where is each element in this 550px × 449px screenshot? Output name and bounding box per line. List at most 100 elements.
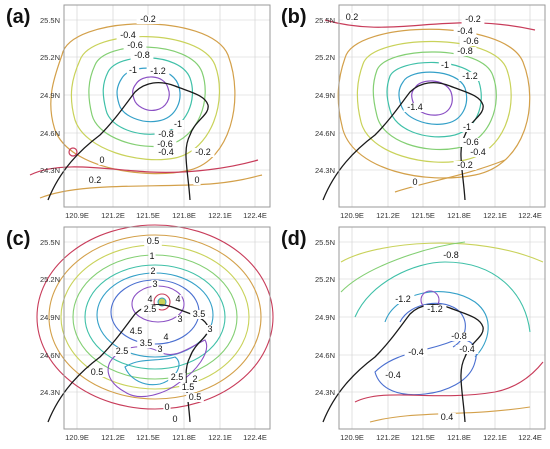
lon-tick-label: 121.8E <box>447 433 471 442</box>
contour-label: 3 <box>207 324 212 334</box>
contour-label-bg <box>179 383 197 392</box>
contour-line <box>394 159 506 193</box>
lon-tick-label: 121.5E <box>136 433 160 442</box>
contour-label-bg <box>191 148 215 157</box>
contour-line <box>153 293 171 311</box>
contour-line <box>50 23 236 175</box>
lat-tick-label: 25.5N <box>40 16 60 25</box>
contour-label-bg <box>176 315 184 324</box>
contour-label: 1.5 <box>182 382 195 392</box>
grid <box>339 5 545 207</box>
contour-label: -1 <box>463 122 471 132</box>
lon-tick-label: 122.1E <box>483 433 507 442</box>
lon-tick-label: 121.8E <box>172 211 196 220</box>
contour-label: 3.5 <box>140 338 153 348</box>
map-a: -0.2-0.4-0.6-0.8-1 -1.2-1-0.8-0.6-0.4 -0.2… <box>29 4 271 220</box>
lon-tick-label: 122.1E <box>483 211 507 220</box>
panel-c: (c) 0.5 1 2 3 4 4 3.5 2.5 3 3 4.5 3.5 4 2.5 3 2 0.5 2.5 1.… <box>0 222 275 444</box>
contour-label: -0.8 <box>457 46 473 56</box>
contour-label-bg <box>343 13 361 22</box>
map-b: 0.2 -0.2-0.4-0.6-0.8-1-1.2-1.4-1-0.6-0.4-… <box>315 4 546 220</box>
lat-tick-label: 24.6N <box>315 129 335 138</box>
contour-label: 3.5 <box>193 309 206 319</box>
contour-label-bg <box>113 347 131 356</box>
contour-label: 4 <box>175 294 180 304</box>
contour-label: -1 <box>441 60 449 70</box>
contour-label-bg <box>136 15 160 24</box>
contour-line <box>356 40 512 163</box>
lat-tick-label: 25.2N <box>40 53 60 62</box>
panel-label-a: (a) <box>6 6 31 28</box>
contour-label-bg <box>461 15 485 24</box>
lat-tick-label: 25.5N <box>40 238 60 247</box>
lat-tick-label: 25.5N <box>315 16 335 25</box>
contour-label: -0.2 <box>140 14 156 24</box>
contour-label-bg <box>154 148 178 157</box>
contour-line <box>29 159 259 176</box>
lon-tick-label: 121.5E <box>411 211 435 220</box>
contour-label: 2 <box>192 374 197 384</box>
contour-label: 0.5 <box>147 236 160 246</box>
contour-label: 2.5 <box>116 346 129 356</box>
lat-tick-label: 24.6N <box>40 129 60 138</box>
panel-label-d: (d) <box>281 228 307 250</box>
coastline <box>322 81 484 201</box>
contour-labels: -0.8 -1.2 -1.2 -0.4 -0.8 -0.4 -0.4 0.4 <box>381 250 479 422</box>
panel-d: (d) -0.8 -1.2 -1.2 -0.4 -0.8 -0.4 -0.4 0.4 25.5… <box>275 222 550 444</box>
lon-tick-label: 121.2E <box>376 211 400 220</box>
contour-label-bg <box>148 252 156 261</box>
grid <box>64 227 270 429</box>
contour-label: 0.2 <box>346 12 359 22</box>
contour-line <box>354 361 544 403</box>
map-d: -0.8-1.2-1.2-0.4-0.8-0.4-0.40.4 25.5N25.… <box>315 226 546 442</box>
contour-label: 0 <box>164 402 169 412</box>
lat-tick-label: 25.2N <box>315 53 335 62</box>
coastline <box>47 303 209 423</box>
lon-tick-label: 121.8E <box>172 433 196 442</box>
contour-label: -0.4 <box>120 30 136 40</box>
contour-label: 1 <box>149 251 154 261</box>
contour-line <box>124 356 180 386</box>
contour-label: -0.4 <box>385 370 401 380</box>
contour-label: -0.6 <box>463 36 479 46</box>
lat-tick-label: 24.9N <box>40 313 60 322</box>
lat-tick-label: 24.6N <box>315 351 335 360</box>
contour-label-bg <box>381 371 405 380</box>
contour-label: 4 <box>163 332 168 342</box>
lat-tick-label: 24.3N <box>40 166 60 175</box>
contour-label-bg <box>146 67 170 76</box>
contour-line <box>324 19 536 31</box>
contour-label-bg <box>116 31 140 40</box>
panel-label-b: (b) <box>281 6 307 28</box>
contour-label-bg <box>439 251 463 260</box>
contour-label: 2.5 <box>144 304 157 314</box>
contour-label-bg <box>156 345 164 354</box>
contour-label: -0.2 <box>457 160 473 170</box>
contour-line <box>340 242 544 263</box>
contour-label-bg <box>146 295 154 304</box>
lon-tick-label: 120.9E <box>65 433 89 442</box>
contour-label-bg <box>403 103 427 112</box>
contour-label-bg <box>130 51 154 60</box>
contour-label-bg <box>193 176 201 185</box>
lon-tick-label: 122.4E <box>518 211 542 220</box>
contour-label-bg <box>438 61 452 70</box>
lat-tick-label: 24.3N <box>40 388 60 397</box>
contour-label-bg <box>154 130 178 139</box>
contour-line <box>88 46 206 147</box>
contour-label-bg <box>162 333 170 342</box>
contour-label: 0.5 <box>189 392 202 402</box>
contour-label-bg <box>153 140 177 149</box>
contour-label-bg <box>455 345 479 354</box>
contour-label: -0.2 <box>195 147 211 157</box>
contour-label-bg <box>123 41 147 50</box>
lon-tick-label: 121.2E <box>101 433 125 442</box>
contour-label-bg <box>453 161 477 170</box>
lat-tick-label: 25.2N <box>315 275 335 284</box>
panel-b: (b) 0.2 -0.2 -0.4 -0.6 -0.8 -1 -1.2 -1.4 -1 -0.6-… <box>275 0 550 222</box>
contour-label: -0.6 <box>157 139 173 149</box>
coastline <box>47 81 209 201</box>
